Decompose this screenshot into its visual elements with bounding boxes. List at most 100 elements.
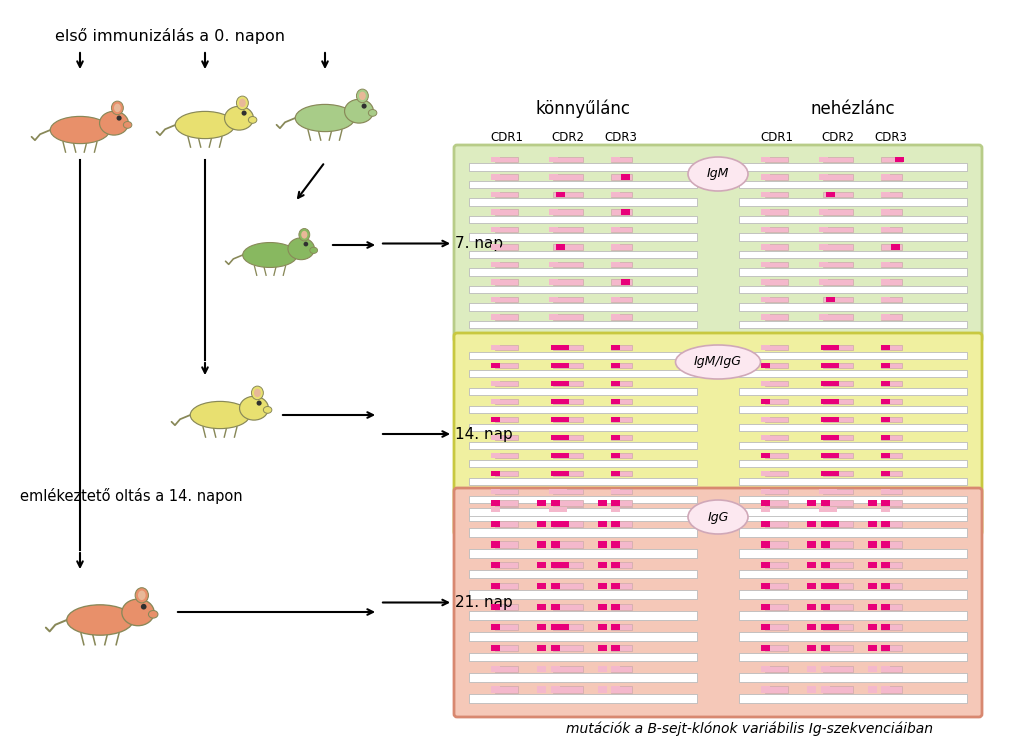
Bar	[761, 604, 770, 609]
Bar	[611, 279, 632, 285]
Bar	[495, 262, 518, 267]
Bar	[553, 345, 583, 351]
Bar	[823, 227, 853, 232]
Bar	[490, 507, 500, 513]
Bar	[761, 645, 770, 651]
Bar	[551, 500, 560, 507]
Bar	[553, 417, 583, 422]
Bar	[761, 562, 770, 568]
Bar	[881, 435, 902, 440]
Bar	[611, 624, 632, 630]
Bar	[867, 583, 877, 589]
Bar	[560, 471, 569, 476]
Ellipse shape	[688, 500, 748, 534]
Bar	[823, 210, 853, 215]
Ellipse shape	[301, 231, 307, 239]
Bar	[821, 363, 830, 369]
Bar	[553, 562, 583, 568]
Bar	[765, 192, 788, 197]
Bar	[553, 583, 583, 589]
Bar	[761, 521, 770, 527]
Bar	[469, 424, 697, 431]
Bar	[490, 363, 500, 369]
Bar	[882, 363, 891, 369]
Bar	[538, 583, 546, 589]
Ellipse shape	[237, 96, 249, 110]
Bar	[739, 181, 967, 188]
Bar	[761, 314, 770, 319]
Bar	[739, 674, 967, 682]
Bar	[881, 399, 902, 404]
Bar	[495, 157, 518, 162]
Bar	[611, 399, 632, 404]
Bar	[611, 489, 632, 495]
Ellipse shape	[122, 599, 155, 626]
Bar	[807, 645, 816, 651]
Ellipse shape	[344, 99, 374, 123]
Bar	[739, 694, 967, 703]
Bar	[819, 227, 827, 232]
Bar	[495, 507, 518, 513]
Bar	[765, 583, 788, 589]
Bar	[882, 665, 891, 672]
Bar	[560, 363, 569, 369]
Bar	[761, 417, 770, 422]
Bar	[825, 192, 835, 197]
Bar	[611, 686, 632, 692]
Bar	[469, 513, 697, 521]
Bar	[821, 645, 830, 651]
Ellipse shape	[288, 238, 314, 260]
Bar	[882, 686, 891, 692]
Bar	[538, 624, 546, 630]
Bar	[469, 216, 697, 223]
Bar	[823, 562, 853, 568]
Bar	[495, 489, 518, 495]
Bar	[819, 262, 827, 267]
Ellipse shape	[239, 98, 246, 107]
Bar	[556, 192, 565, 197]
Text: CDR3: CDR3	[874, 131, 907, 144]
Ellipse shape	[254, 389, 261, 397]
Ellipse shape	[295, 104, 354, 131]
Bar	[881, 314, 902, 319]
Circle shape	[242, 110, 247, 116]
Bar	[881, 227, 902, 232]
Bar	[490, 562, 500, 568]
Bar	[611, 435, 632, 440]
Ellipse shape	[688, 157, 748, 191]
Bar	[807, 583, 816, 589]
Bar	[823, 417, 853, 422]
Circle shape	[257, 401, 262, 406]
Bar	[490, 624, 500, 630]
Bar	[823, 279, 853, 285]
Bar	[765, 665, 788, 672]
Bar	[881, 381, 902, 386]
Bar	[611, 417, 632, 422]
Bar	[495, 500, 518, 507]
Bar	[765, 279, 788, 285]
Bar	[761, 210, 770, 215]
Bar	[611, 381, 632, 386]
Bar	[821, 542, 830, 548]
Bar	[739, 442, 967, 449]
Bar	[739, 163, 967, 171]
Bar	[611, 297, 621, 302]
FancyBboxPatch shape	[454, 145, 982, 342]
Bar	[739, 198, 967, 206]
Bar	[765, 417, 788, 422]
Bar	[823, 192, 853, 197]
Bar	[553, 227, 583, 232]
Bar	[469, 321, 697, 328]
Bar	[495, 645, 518, 651]
Bar	[551, 435, 560, 440]
Bar	[553, 262, 583, 267]
Bar	[823, 157, 853, 162]
Bar	[558, 507, 567, 513]
Bar	[761, 175, 770, 180]
Bar	[551, 417, 560, 422]
Bar	[469, 460, 697, 467]
Bar	[881, 665, 902, 672]
Bar	[490, 542, 500, 548]
Bar	[739, 513, 967, 521]
Bar	[490, 175, 500, 180]
